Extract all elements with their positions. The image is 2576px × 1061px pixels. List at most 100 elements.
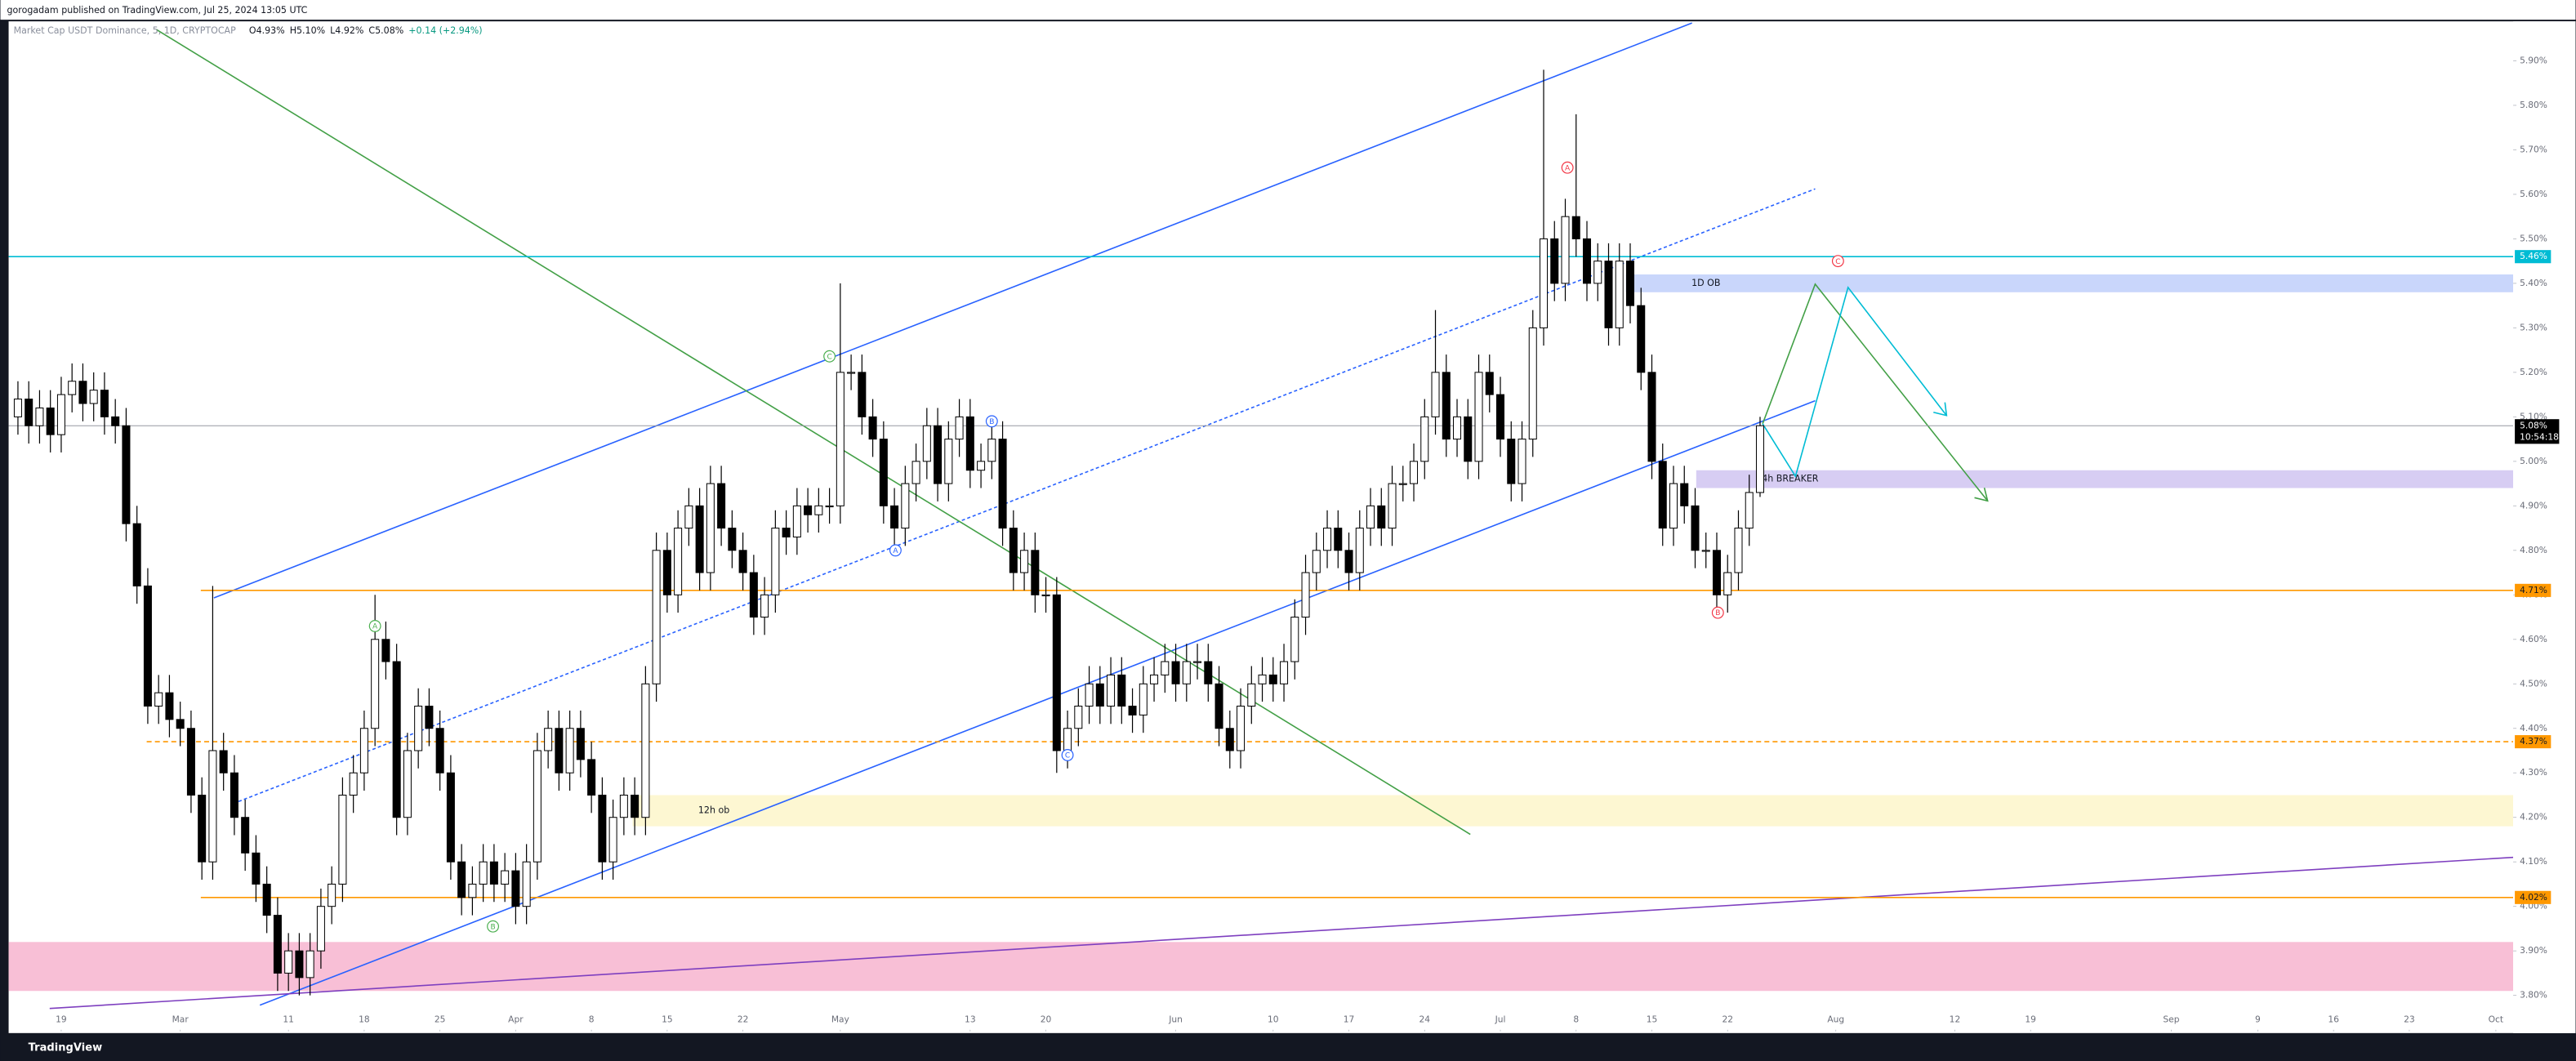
candle-body	[425, 706, 434, 729]
wave-label: B	[989, 418, 994, 426]
x-tick-label: Mar	[172, 1014, 189, 1025]
candle-body	[944, 439, 953, 484]
x-tick-label: 8	[1573, 1014, 1579, 1025]
x-tick-label: 19	[56, 1014, 67, 1025]
candle-body	[46, 407, 55, 435]
candle-body	[868, 416, 877, 440]
wave-label: C	[1835, 258, 1840, 266]
candle-body	[1214, 683, 1223, 729]
candle-body	[1377, 505, 1386, 529]
y-tick-label: 5.90%	[2520, 55, 2547, 65]
candle-body	[89, 390, 98, 404]
level-badge	[2515, 250, 2551, 264]
candle-body	[544, 728, 553, 751]
candle-body	[1312, 550, 1321, 573]
trend-line	[213, 22, 1692, 599]
y-tick-label: 4.40%	[2520, 723, 2547, 733]
candle-body	[1161, 661, 1170, 675]
candle-body	[1528, 327, 1537, 440]
candle-body	[587, 759, 596, 796]
candle-body	[1453, 416, 1462, 440]
candle-body	[35, 407, 44, 426]
candle-body	[922, 425, 931, 462]
header-text: gorogadam published on TradingView.com, …	[7, 5, 308, 16]
wave-label: A	[372, 623, 378, 631]
y-tick-label: 4.60%	[2520, 634, 2547, 644]
zone	[8, 942, 2514, 992]
candle-body	[1604, 261, 1613, 328]
trend-line	[49, 856, 2514, 1010]
x-tick-label: Jun	[1168, 1014, 1183, 1025]
projection-path	[1762, 283, 1989, 502]
candle-body	[1464, 416, 1473, 462]
candle-body	[619, 794, 628, 818]
y-tick-label: 5.80%	[2520, 100, 2547, 110]
y-tick-label: 4.80%	[2520, 545, 2547, 555]
y-tick-label: 5.20%	[2520, 367, 2547, 377]
x-tick-label: 20	[1041, 1014, 1052, 1025]
candle-body	[1052, 594, 1061, 751]
candle-body	[684, 505, 693, 529]
footer-logo: TradingView	[29, 1041, 103, 1054]
x-tick-label: 22	[1722, 1014, 1733, 1025]
symbol-title: Market Cap USDT Dominance, 5, 1D, CRYPTO…	[14, 25, 237, 36]
candle-body	[252, 852, 261, 885]
trend-line	[238, 188, 1816, 803]
x-tick-label: 22	[738, 1014, 749, 1025]
chart-area	[8, 21, 2576, 1033]
zone	[1696, 470, 2514, 488]
candle-body	[78, 381, 87, 404]
level-badge-label: 5.46%	[2520, 251, 2547, 261]
candle-body	[1204, 661, 1213, 684]
candle-body	[1637, 305, 1646, 373]
candle-body	[674, 528, 683, 595]
y-tick-label: 3.80%	[2520, 990, 2547, 1001]
candle-body	[1009, 528, 1018, 573]
candle-body	[328, 883, 336, 907]
candle-body	[176, 719, 185, 729]
zone	[632, 795, 2514, 827]
x-tick-label: 16	[2328, 1014, 2339, 1025]
candle-body	[1507, 439, 1516, 484]
candle-body	[1474, 372, 1483, 462]
candle-body	[1074, 706, 1083, 729]
y-tick-label: 5.60%	[2520, 189, 2547, 199]
candle-body	[1366, 505, 1375, 529]
candle-body	[1258, 674, 1267, 684]
candle-body	[771, 528, 780, 595]
candle-body	[501, 870, 510, 885]
arrow-head	[1974, 488, 1989, 502]
y-tick-label: 5.00%	[2520, 456, 2547, 466]
wave-marker	[1711, 606, 1724, 619]
x-tick-label: 19	[2025, 1014, 2036, 1025]
candle-body	[316, 906, 325, 952]
y-tick-label: 5.30%	[2520, 322, 2547, 332]
candle-body	[511, 870, 520, 907]
candle-body	[446, 772, 455, 863]
candle-body	[262, 883, 271, 916]
candle-body	[1344, 550, 1353, 573]
candle-body	[652, 550, 661, 684]
candle-body	[1550, 238, 1559, 284]
candle-body	[1085, 683, 1094, 707]
x-tick-label: Aug	[1827, 1014, 1844, 1025]
candle-body	[879, 439, 888, 506]
wave-marker	[487, 920, 500, 933]
candle-body	[111, 416, 120, 426]
zone	[1625, 274, 2514, 292]
x-tick-label: Sep	[2163, 1014, 2179, 1025]
candle-body	[154, 692, 163, 707]
candle-body	[468, 883, 477, 898]
candle-body	[219, 750, 228, 773]
candle-body	[1485, 372, 1494, 395]
candle-body	[662, 550, 671, 595]
candle-body	[1658, 461, 1667, 529]
candle-body	[1691, 505, 1700, 551]
candle-body	[695, 505, 704, 573]
last-price-badge	[2515, 419, 2560, 444]
candle-body	[998, 439, 1007, 529]
countdown-label: 10:54:18	[2520, 431, 2559, 442]
candle-body	[371, 639, 380, 729]
level-badge	[2515, 735, 2551, 749]
ohlc-label: L4.92%	[330, 25, 363, 36]
